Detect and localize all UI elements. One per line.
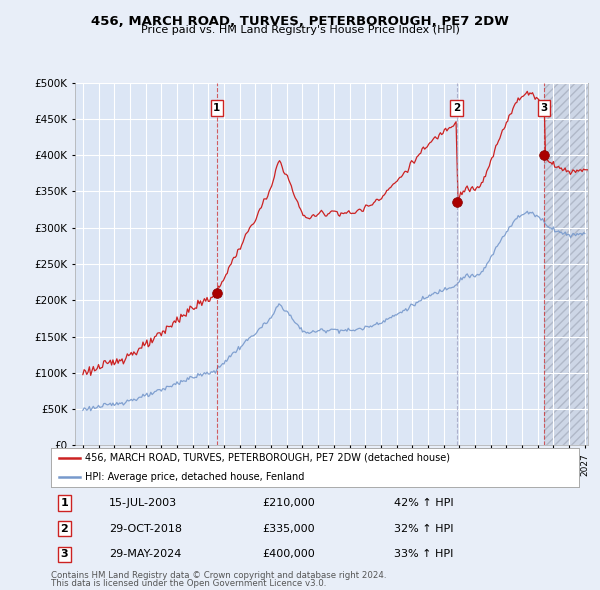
Text: 456, MARCH ROAD, TURVES, PETERBOROUGH, PE7 2DW (detached house): 456, MARCH ROAD, TURVES, PETERBOROUGH, P… [85, 453, 451, 463]
Text: £335,000: £335,000 [262, 524, 315, 533]
Text: 456, MARCH ROAD, TURVES, PETERBOROUGH, PE7 2DW: 456, MARCH ROAD, TURVES, PETERBOROUGH, P… [91, 15, 509, 28]
Text: 15-JUL-2003: 15-JUL-2003 [109, 498, 177, 508]
Bar [544, 83, 588, 445]
Bar [544, 83, 588, 445]
Text: Contains HM Land Registry data © Crown copyright and database right 2024.: Contains HM Land Registry data © Crown c… [51, 571, 386, 579]
Text: 33% ↑ HPI: 33% ↑ HPI [394, 549, 454, 559]
Text: This data is licensed under the Open Government Licence v3.0.: This data is licensed under the Open Gov… [51, 579, 326, 588]
Text: 3: 3 [61, 549, 68, 559]
Text: 2: 2 [453, 103, 460, 113]
Text: 29-MAY-2024: 29-MAY-2024 [109, 549, 181, 559]
Text: HPI: Average price, detached house, Fenland: HPI: Average price, detached house, Fenl… [85, 472, 305, 482]
Text: 1: 1 [213, 103, 220, 113]
Text: 32% ↑ HPI: 32% ↑ HPI [394, 524, 454, 533]
Text: 29-OCT-2018: 29-OCT-2018 [109, 524, 182, 533]
Text: 42% ↑ HPI: 42% ↑ HPI [394, 498, 454, 508]
Text: Price paid vs. HM Land Registry's House Price Index (HPI): Price paid vs. HM Land Registry's House … [140, 25, 460, 35]
Text: 2: 2 [61, 524, 68, 533]
Text: £210,000: £210,000 [262, 498, 315, 508]
Text: 3: 3 [541, 103, 548, 113]
Text: £400,000: £400,000 [262, 549, 315, 559]
Text: 1: 1 [61, 498, 68, 508]
